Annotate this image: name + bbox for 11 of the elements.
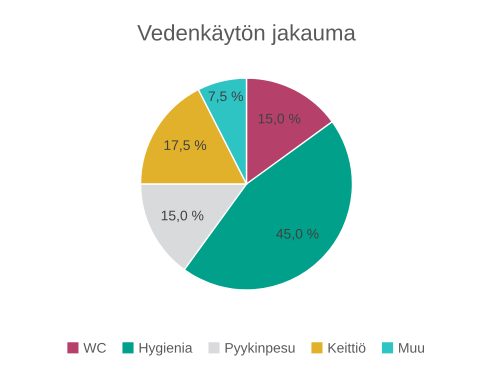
legend-label: Muu — [399, 343, 424, 353]
data-label: 45,0 % — [276, 228, 319, 240]
legend-label: Pyykinpesu — [226, 342, 295, 356]
data-label: 15,0 % — [258, 114, 300, 126]
legend-label: Keittiö — [328, 342, 366, 353]
legend-label: Hygienia — [140, 342, 192, 356]
data-label: 7,5 % — [208, 91, 243, 103]
data-label: 15,0 % — [162, 210, 204, 222]
data-label: 17,5 % — [164, 140, 206, 152]
legend-label: WC — [83, 342, 106, 353]
chart-title: Vedenkäytön jakauma — [137, 24, 356, 46]
